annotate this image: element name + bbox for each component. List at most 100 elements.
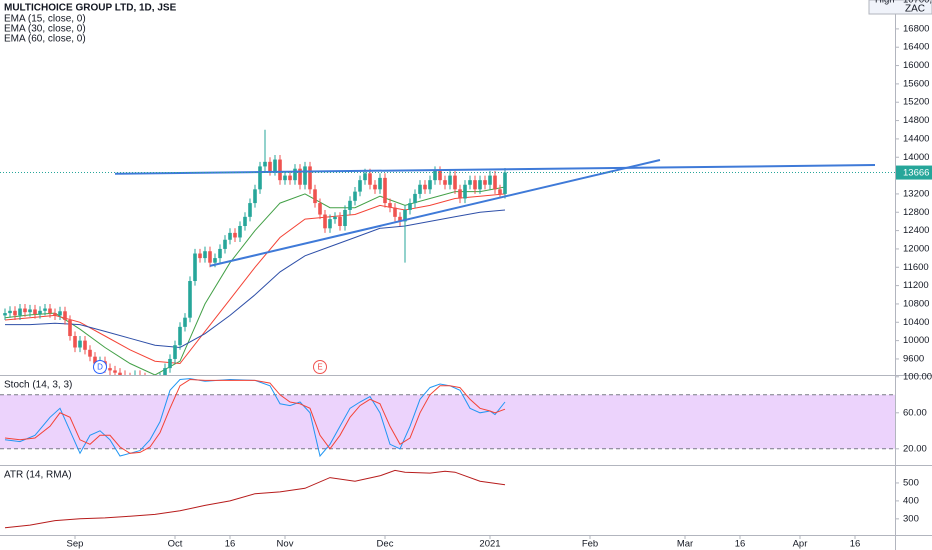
candle-body bbox=[243, 216, 247, 227]
candle-body bbox=[433, 170, 437, 181]
candle-body bbox=[23, 308, 27, 313]
y-tick-label: 14000 bbox=[903, 152, 929, 163]
indicator-line bbox=[4, 469, 506, 529]
candle-body bbox=[478, 180, 482, 190]
candle-body bbox=[348, 200, 352, 210]
x-tick-label: Oct bbox=[168, 539, 183, 550]
candle-body bbox=[423, 184, 427, 190]
event-marker bbox=[313, 360, 327, 374]
event-label: E bbox=[317, 363, 322, 372]
x-tick-label: 2021 bbox=[479, 539, 500, 550]
candle-body bbox=[88, 349, 92, 357]
y-tick-label: 12800 bbox=[903, 207, 929, 218]
candle-body bbox=[228, 232, 232, 240]
candle-body bbox=[338, 216, 342, 227]
candle-body bbox=[418, 184, 422, 194]
x-tick-label: Sep bbox=[67, 539, 84, 550]
x-tick-label: 16 bbox=[850, 539, 861, 550]
candle-body bbox=[498, 189, 502, 194]
candle-body bbox=[63, 311, 67, 320]
candle-body bbox=[463, 184, 467, 199]
y-tick-label: 15200 bbox=[903, 97, 929, 108]
y-tick-label: 16800 bbox=[903, 23, 929, 34]
candle-body bbox=[368, 173, 372, 185]
event-label: D bbox=[97, 363, 103, 372]
candle-body bbox=[83, 340, 87, 350]
candle-body bbox=[188, 281, 192, 318]
candle-body bbox=[388, 203, 392, 208]
candle-body bbox=[28, 309, 32, 313]
candle-body bbox=[223, 239, 227, 249]
candle-body bbox=[273, 159, 277, 171]
x-tick-label: Nov bbox=[277, 539, 294, 550]
candle-body bbox=[293, 168, 297, 181]
indicator-label: ATR (14, RMA) bbox=[4, 470, 72, 481]
candle-body bbox=[383, 177, 387, 204]
candle-body bbox=[493, 175, 497, 190]
y-tick-label: 300 bbox=[903, 513, 919, 524]
candle-body bbox=[38, 310, 42, 315]
candle-body bbox=[3, 313, 7, 316]
x-tick-label: Apr bbox=[793, 539, 808, 550]
candle-body bbox=[48, 308, 52, 314]
candle-body bbox=[18, 308, 22, 316]
x-tick-label: 16 bbox=[225, 539, 236, 550]
candle-body bbox=[483, 180, 487, 185]
candle-body bbox=[353, 191, 357, 201]
y-tick-label: 400 bbox=[903, 495, 919, 506]
candle-body bbox=[163, 368, 167, 375]
candle-body bbox=[343, 209, 347, 227]
y-tick-label: 11200 bbox=[903, 280, 929, 291]
y-tick-label: 10400 bbox=[903, 317, 929, 328]
candle-body bbox=[58, 311, 62, 316]
candle-body bbox=[313, 189, 317, 204]
chart-title: MULTICHOICE GROUP LTD, 1D, JSE bbox=[4, 3, 177, 14]
indicator-line bbox=[4, 378, 506, 458]
x-tick-label: 16 bbox=[735, 539, 746, 550]
last-price-box bbox=[896, 165, 932, 180]
indicator-line bbox=[4, 186, 506, 375]
candle-body bbox=[458, 189, 462, 199]
y-tick-label: 16400 bbox=[903, 42, 929, 53]
trend-line bbox=[114, 164, 876, 175]
candle-body bbox=[283, 175, 287, 181]
candle-body bbox=[213, 258, 217, 263]
candle-body bbox=[168, 358, 172, 369]
candle-body bbox=[253, 189, 257, 204]
candle-body bbox=[443, 180, 447, 185]
candle-body bbox=[233, 232, 237, 238]
event-marker bbox=[93, 360, 107, 374]
candle-body bbox=[193, 253, 197, 282]
candle-body bbox=[363, 173, 367, 181]
y-tick-label: 12000 bbox=[903, 243, 929, 254]
candle-body bbox=[308, 166, 312, 190]
candle-body bbox=[303, 166, 307, 185]
y-tick-label: 16000 bbox=[903, 60, 929, 71]
candle-body bbox=[218, 248, 222, 259]
candle-body bbox=[238, 226, 242, 238]
candle-body bbox=[408, 203, 412, 210]
x-tick-label: Mar bbox=[677, 539, 693, 550]
candle-body bbox=[438, 170, 442, 181]
y-tick-label: 20.00 bbox=[903, 443, 927, 454]
candle-body bbox=[68, 319, 72, 337]
candle-body bbox=[263, 161, 267, 167]
candle-body bbox=[468, 180, 472, 185]
y-tick-label: 100.00 bbox=[903, 371, 932, 382]
candle-body bbox=[503, 172, 507, 194]
candle-body bbox=[178, 326, 182, 346]
candle-body bbox=[198, 253, 202, 259]
candle-body bbox=[13, 310, 17, 316]
x-tick-label: Feb bbox=[582, 539, 598, 550]
candle-body bbox=[8, 310, 12, 314]
candle-body bbox=[333, 216, 337, 220]
y-tick-label: 10000 bbox=[903, 335, 929, 346]
y-tick-label: 14400 bbox=[903, 133, 929, 144]
x-tick-label: Dec bbox=[377, 539, 394, 550]
candle-body bbox=[268, 161, 272, 171]
indicator-label: EMA (30, close, 0) bbox=[4, 24, 86, 35]
